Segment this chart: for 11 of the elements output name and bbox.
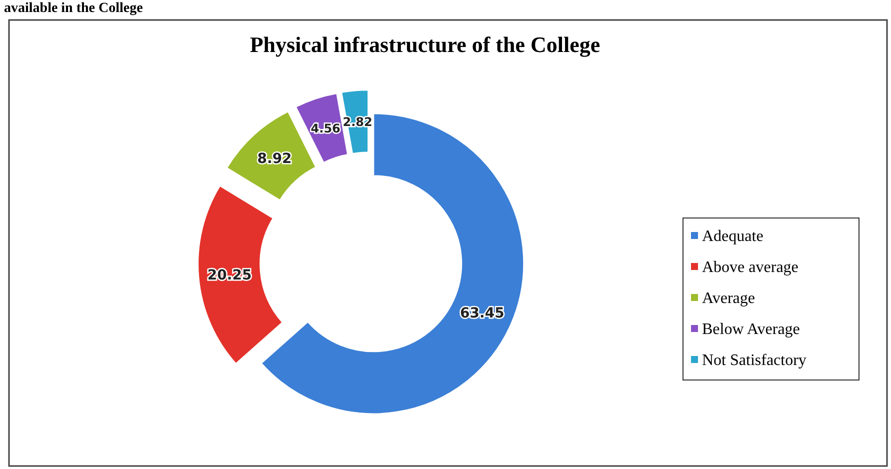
data-label: 4.56 (310, 121, 340, 136)
text: available in the College (4, 1, 143, 16)
legend-label: Average (702, 290, 755, 307)
legend-label: Adequate (702, 228, 764, 245)
legend-label: Above average (702, 259, 798, 276)
chart-title: Physical infrastructure of the College (250, 32, 600, 57)
legend-label: Not Satisfactory (702, 352, 806, 369)
data-label: 63.45 (460, 305, 504, 322)
data-label: 20.25 (207, 268, 252, 284)
legend-label: Below Average (702, 321, 800, 338)
data-label: 8.92 (257, 151, 292, 168)
